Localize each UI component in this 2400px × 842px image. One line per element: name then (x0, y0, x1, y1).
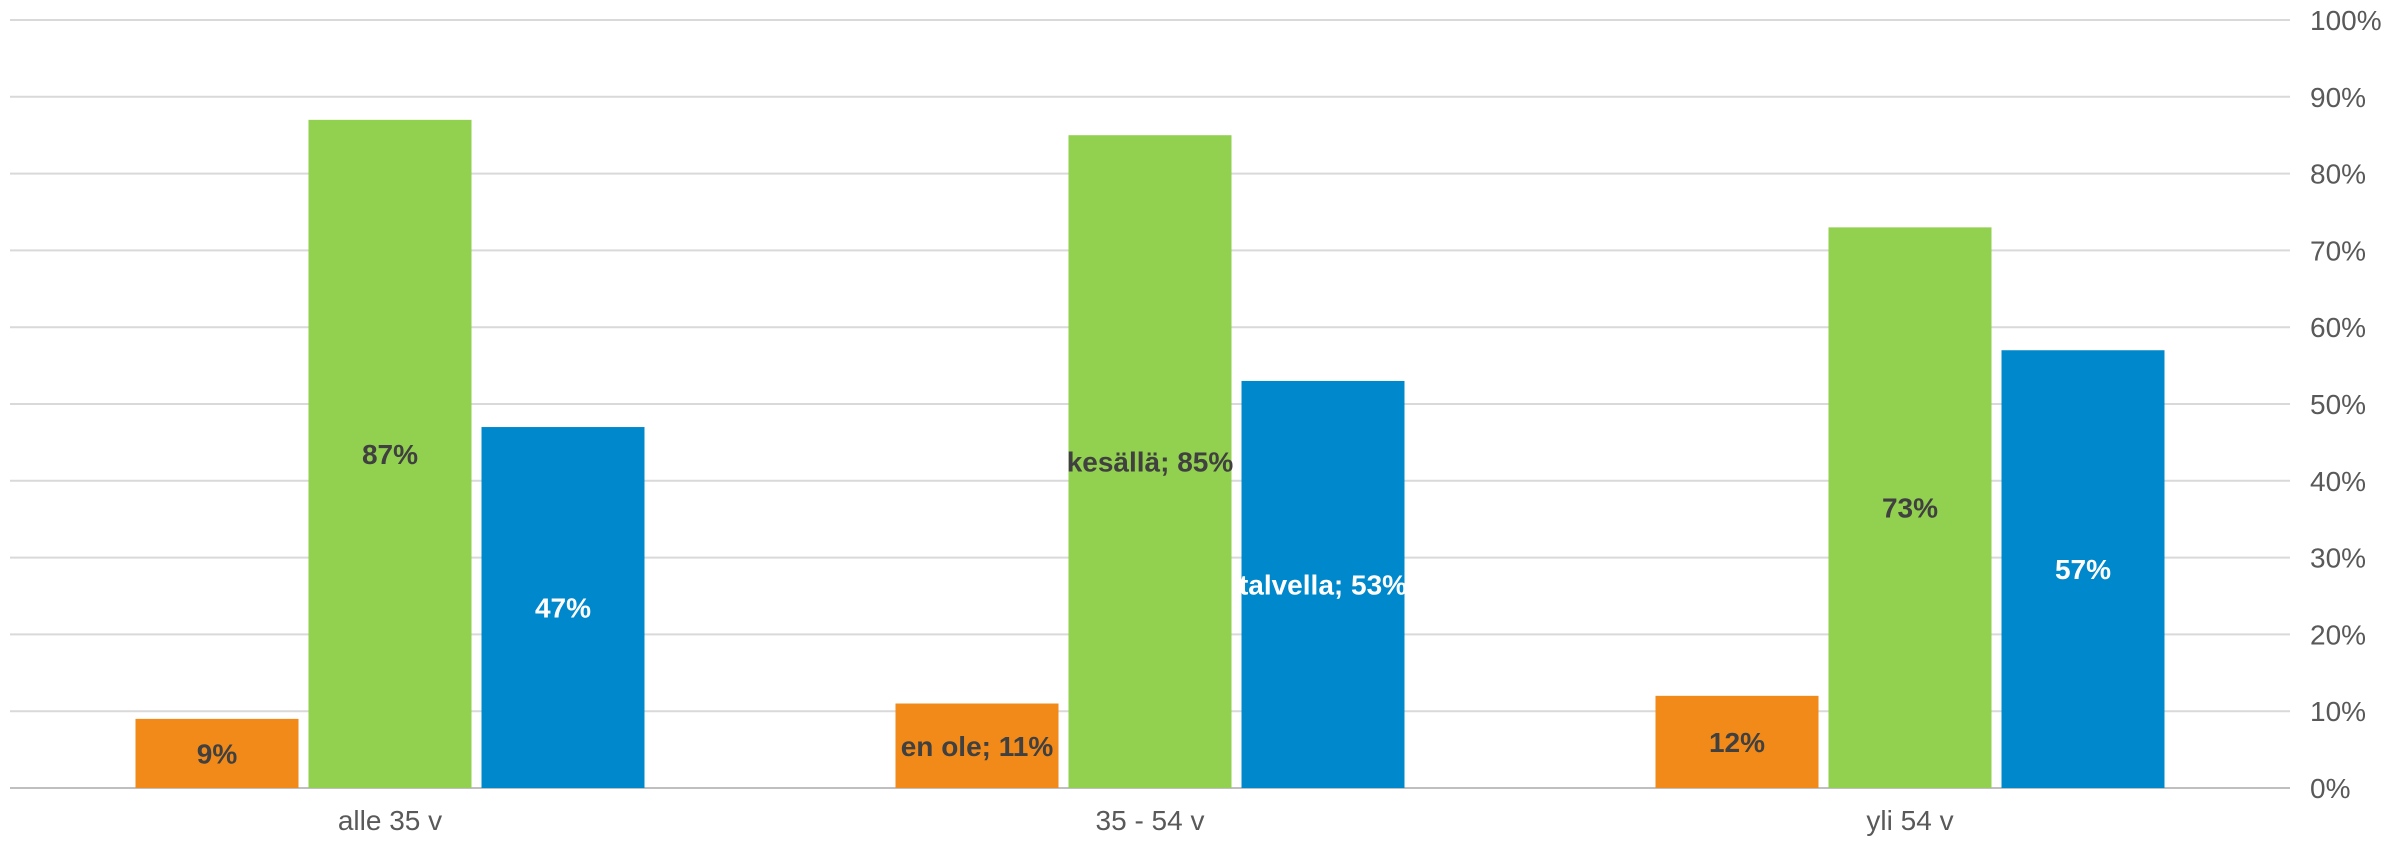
data-label: 57% (2055, 554, 2111, 585)
bar-en-ole-0 (135, 718, 299, 788)
bar-kesällä-1 (1068, 135, 1232, 788)
x-axis: alle 35 v 35 - 54 v yli 54 v (338, 805, 1954, 836)
y-tick-label: 10% (2310, 696, 2366, 727)
data-label: 73% (1882, 493, 1938, 524)
y-tick-label: 30% (2310, 543, 2366, 574)
bar-talvella-1 (1241, 380, 1405, 788)
y-tick-label: 60% (2310, 312, 2366, 343)
x-tick-label: yli 54 v (1866, 805, 1953, 836)
bar-en-ole-1 (895, 703, 1059, 788)
data-label: en ole; 11% (901, 731, 1054, 762)
y-tick-label: 70% (2310, 235, 2366, 266)
data-label: 12% (1709, 727, 1765, 758)
bar-talvella-2 (2001, 350, 2165, 788)
y-tick-label: 50% (2310, 389, 2366, 420)
data-label: kesällä; 85% (1067, 447, 1234, 478)
y-tick-label: 80% (2310, 159, 2366, 190)
y-tick-label: 0% (2310, 773, 2350, 804)
y-tick-label: 20% (2310, 619, 2366, 650)
bar-kesällä-0 (308, 119, 472, 789)
bars (135, 119, 2165, 789)
y-axis: 0% 10% 20% 30% 40% 50% 60% 70% 80% 90% 100% (2310, 5, 2382, 804)
data-labels: 9% en ole; 11% 12% 87% kesällä; 85% 73% 47% tal… (197, 439, 2111, 770)
data-label: 9% (197, 738, 238, 769)
data-label: talvella; 53% (1239, 569, 1407, 600)
bar-kesällä-2 (1828, 227, 1992, 789)
y-tick-label: 40% (2310, 466, 2366, 497)
y-tick-label: 90% (2310, 82, 2366, 113)
y-tick-label: 100% (2310, 5, 2382, 36)
bar-en-ole-2 (1655, 695, 1819, 788)
x-tick-label: 35 - 54 v (1096, 805, 1205, 836)
data-label: 47% (535, 593, 591, 624)
bar-talvella-0 (481, 427, 645, 788)
x-tick-label: alle 35 v (338, 805, 442, 836)
data-label: 87% (362, 439, 418, 470)
